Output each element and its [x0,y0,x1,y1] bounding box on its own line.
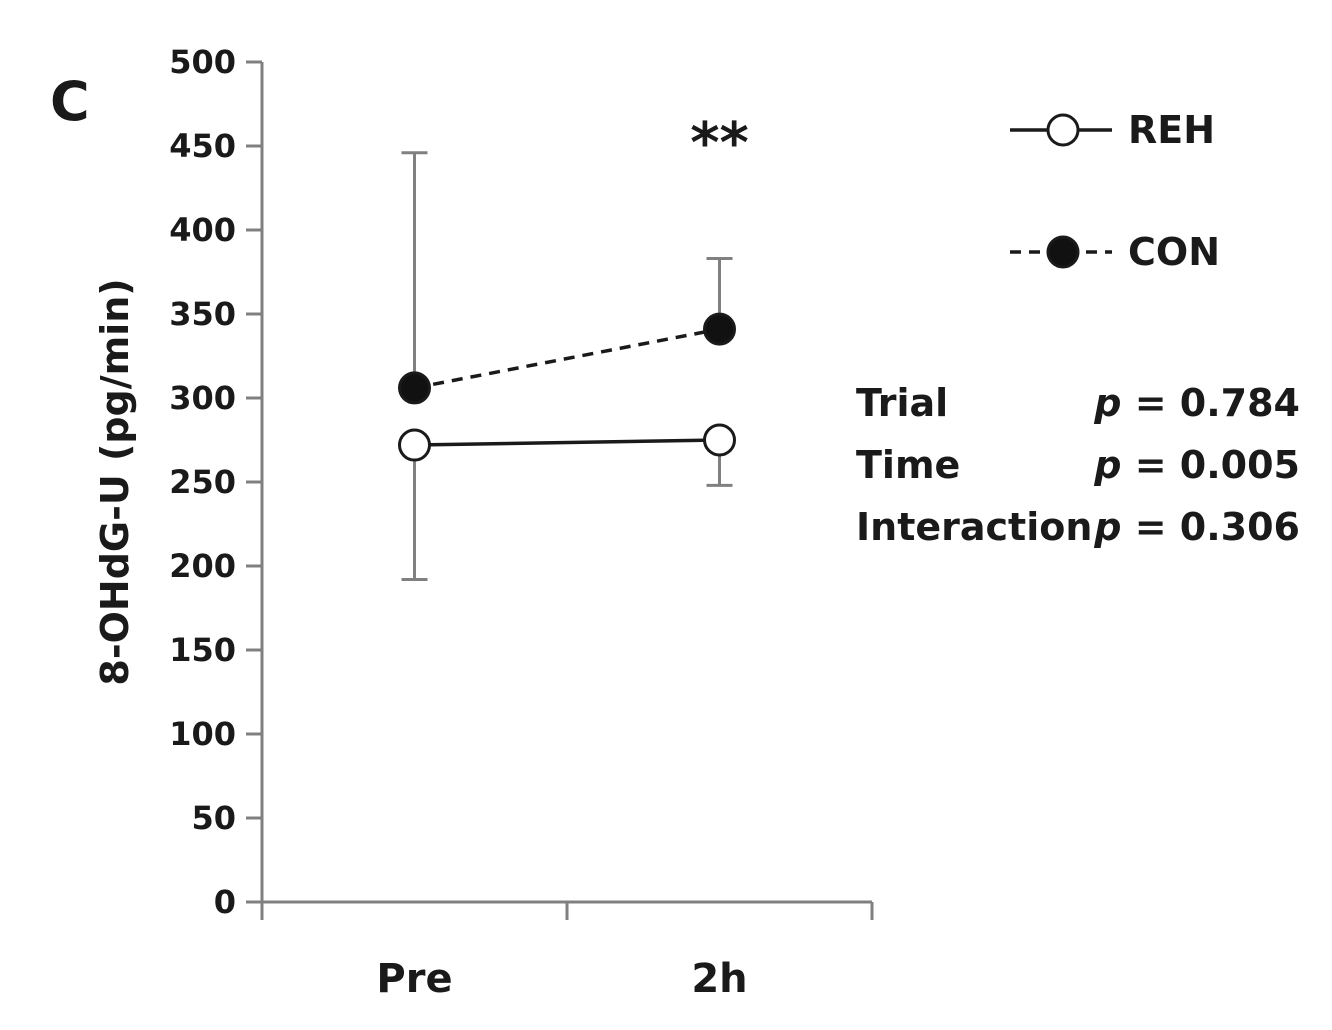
stat-label: Time [856,443,960,487]
legend: REH CON [1010,108,1220,274]
legend-label-reh: REH [1128,108,1215,152]
y-tick-label: 100 [169,715,236,753]
axes [260,62,874,920]
stat-p-value: p = 0.005 [1093,443,1300,487]
stat-p-value: p = 0.784 [1093,381,1300,425]
y-tick-label: 350 [169,295,236,333]
y-tick-label: 200 [169,547,236,585]
series-points [398,312,736,462]
series-lines [414,327,720,447]
legend-marker-con [1046,235,1080,269]
data-point-con [398,371,431,405]
legend-marker-reh [1046,113,1080,147]
stat-label: Interaction [856,505,1092,549]
stat-label: Trial [856,381,948,425]
y-tick-label: 0 [214,883,236,921]
series-line-reh [414,438,720,447]
data-point-reh [703,423,736,457]
y-tick-label: 250 [169,463,236,501]
y-axis-ticks: 0 50 100 150 200 250 300 350 400 450 500 [169,43,262,921]
y-tick-label: 300 [169,379,236,417]
series-line-con [414,327,720,390]
y-tick-label: 150 [169,631,236,669]
x-axis-categories: Pre 2h [376,956,747,1002]
x-category-label: 2h [691,956,747,1002]
stat-p-value: p = 0.306 [1093,505,1300,549]
y-tick-label: 450 [169,127,236,165]
data-point-reh [398,428,431,462]
significance-annotations: ** [690,111,749,176]
panel-label: C [50,70,90,133]
y-axis-label: 8-OHdG-U (pg/min) [93,278,137,685]
x-category-label: Pre [376,956,452,1002]
y-tick-label: 50 [191,799,236,837]
y-tick-label: 400 [169,211,236,249]
legend-label-con: CON [1128,230,1220,274]
y-tick-label: 500 [169,43,236,81]
error-bars [401,151,733,581]
significance-marker: ** [690,111,749,176]
data-point-con [703,312,736,346]
